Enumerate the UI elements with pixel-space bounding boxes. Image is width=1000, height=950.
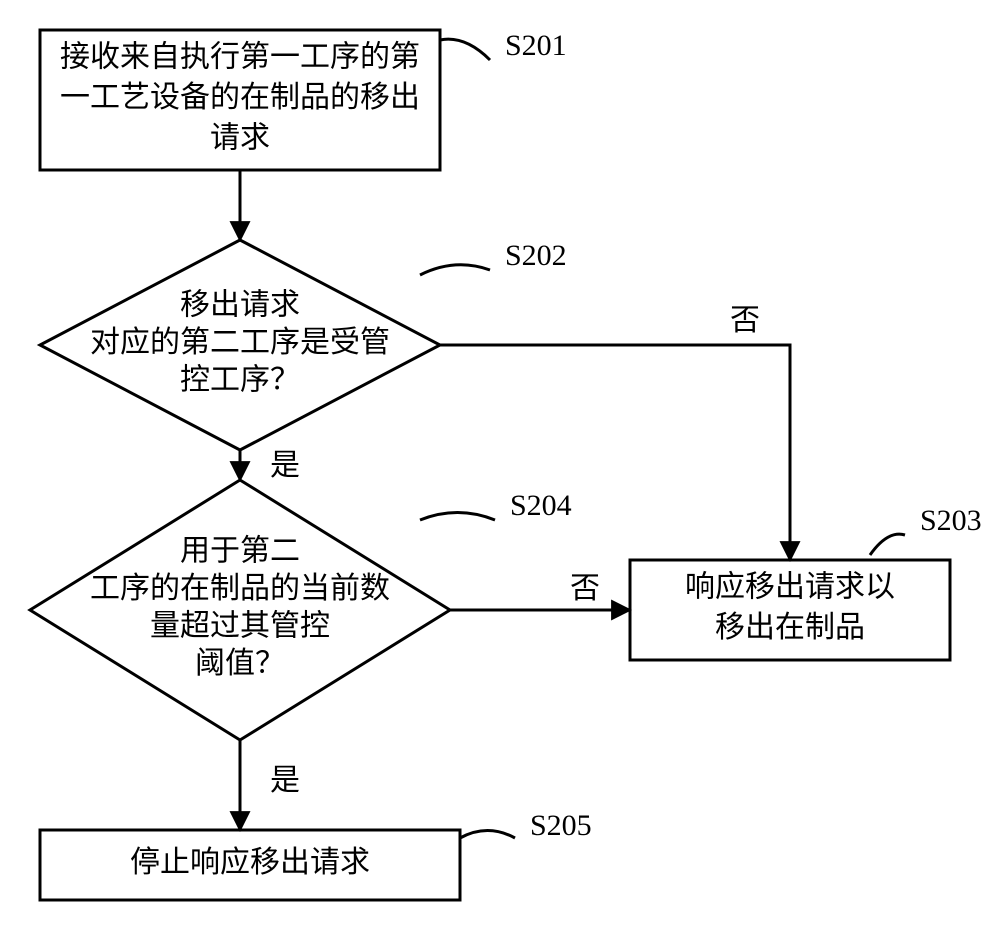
step-label: S201 [505, 29, 567, 62]
edge-label-yes: 是 [270, 764, 300, 797]
edge-label-no: 否 [570, 572, 600, 605]
edge-label-yes: 是 [270, 449, 300, 482]
step-label: S204 [510, 489, 572, 522]
step-label: S205 [530, 809, 592, 842]
edge-label-no: 否 [730, 304, 760, 337]
step-label: S202 [505, 239, 567, 272]
process-text: 停止响应移出请求 [130, 846, 370, 879]
step-label: S203 [920, 504, 982, 537]
